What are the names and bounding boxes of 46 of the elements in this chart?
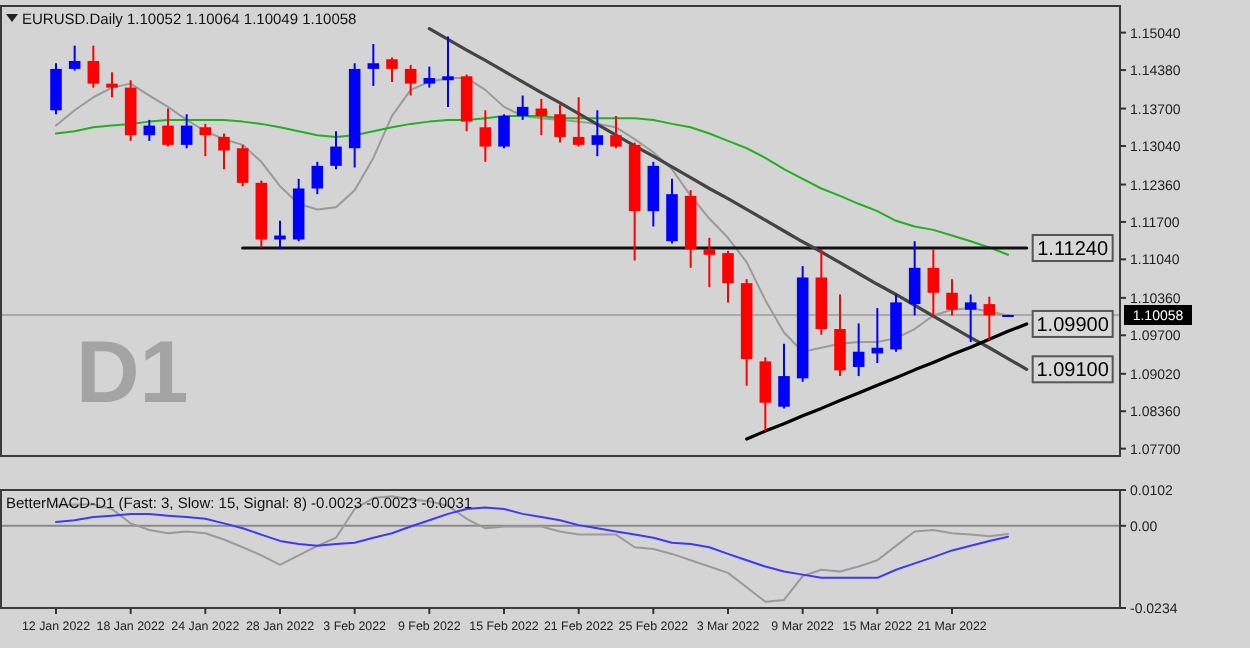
candlestick (218, 132, 230, 171)
candlestick (87, 44, 100, 89)
candlestick (367, 42, 380, 87)
candlestick (666, 177, 678, 245)
candlestick (311, 160, 324, 196)
candlestick (852, 322, 865, 378)
candlestick (647, 160, 660, 228)
series-label: 1.09100 (1036, 360, 1110, 383)
candlestick (554, 103, 566, 144)
candlestick (460, 73, 473, 133)
candlestick (722, 249, 734, 304)
candlestick (423, 65, 436, 89)
candlestick (68, 44, 81, 72)
line-series (427, 27, 1029, 371)
series-label: 1.11240 (1037, 239, 1109, 261)
candlestick (759, 356, 772, 433)
candlestick (610, 114, 622, 150)
candlestick (124, 79, 137, 142)
series-label: 1.09900 (1036, 314, 1110, 337)
candlestick (330, 130, 342, 171)
candlestick (946, 278, 958, 317)
candlestick (404, 63, 417, 97)
candlestick (778, 342, 790, 410)
candlestick (927, 248, 940, 319)
candlestick (572, 96, 585, 148)
candlestick (890, 293, 902, 353)
candlestick (535, 97, 548, 137)
candlestick (964, 293, 977, 344)
candlestick (199, 122, 212, 158)
candlestick (834, 293, 846, 378)
candlestick (162, 107, 174, 148)
candlestick (498, 113, 510, 150)
candlestick (274, 219, 286, 251)
line-series (745, 322, 1029, 441)
candlestick (386, 56, 398, 83)
candlestick (908, 240, 921, 317)
candlestick (516, 94, 529, 121)
candlestick (106, 71, 118, 99)
candlestick (479, 109, 492, 163)
candlestick (983, 295, 996, 342)
candlestick (442, 35, 454, 108)
candlestick (236, 143, 249, 188)
candlestick (180, 113, 193, 150)
candlestick (703, 236, 716, 289)
candlestick (591, 109, 604, 158)
candlestick (50, 62, 62, 116)
